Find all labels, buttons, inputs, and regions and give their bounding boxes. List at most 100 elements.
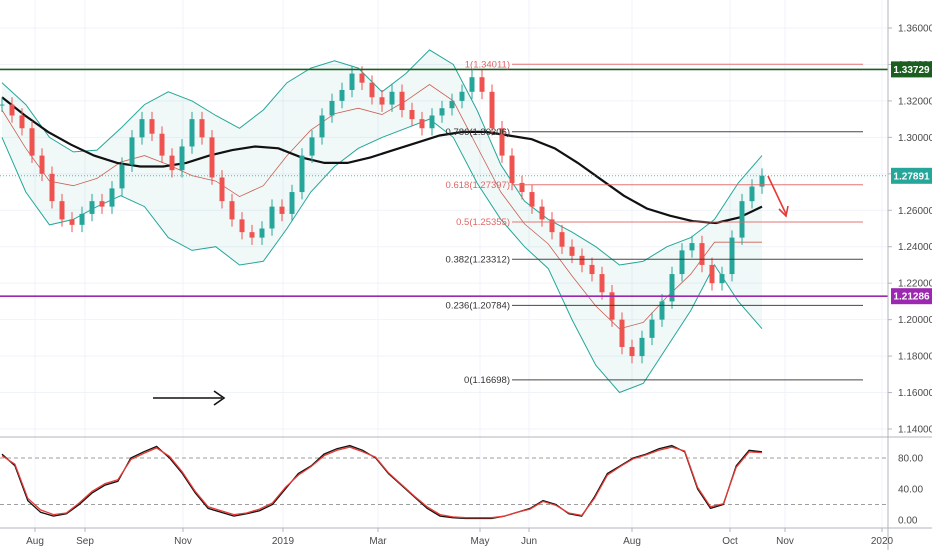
bollinger-lower-line (1, 118, 763, 394)
x-tick-label: 2020 (871, 536, 894, 547)
candle-body (609, 292, 615, 320)
candle-body (249, 232, 255, 238)
candle-body (579, 255, 585, 265)
candle-body (459, 91, 465, 101)
osc-tick-label: 40.00 (898, 485, 923, 496)
x-tick-label: Nov (174, 536, 192, 547)
osc-tick-label: 0.00 (898, 516, 918, 527)
candle-body (429, 115, 435, 129)
candle-body (279, 206, 285, 214)
candle-body (369, 82, 375, 98)
candle-body (49, 173, 55, 202)
fib-level-label: 0.382(1.23312) (446, 254, 510, 265)
fib-level-label: 0.236(1.20784) (446, 300, 510, 311)
x-tick-label: Sep (76, 536, 94, 547)
horizontal-lines-layer (0, 68, 888, 297)
fib-level-label: 0.5(1.25355) (456, 217, 510, 228)
candle-body (759, 175, 765, 187)
y-tick-label: 1.26000 (898, 206, 932, 217)
y-tick-label: 1.24000 (898, 242, 932, 253)
x-tick-label: Oct (722, 536, 738, 547)
candle-body (519, 182, 525, 193)
candle-body (439, 108, 445, 116)
candle-body (299, 155, 305, 193)
grid-layer (0, 0, 888, 528)
stoch-d-line (1, 446, 763, 519)
y-tick-label: 1.22000 (898, 279, 932, 290)
candle-body (159, 133, 165, 156)
candle-body (709, 264, 715, 284)
candle-body (189, 119, 195, 147)
candle-body (79, 213, 85, 225)
candle-body (739, 201, 745, 238)
candle-body (449, 100, 455, 109)
candle-body (649, 319, 655, 338)
candle-body (9, 104, 15, 116)
y-tick-label: 1.20000 (898, 315, 932, 326)
candle-body (199, 119, 205, 138)
candle-body (269, 206, 275, 229)
x-tick-label: Nov (776, 536, 794, 547)
candle-body (119, 164, 125, 189)
y-tick-label: 1.14000 (898, 425, 932, 436)
candle-body (539, 206, 545, 220)
candle-body (0, 104, 5, 106)
candle-body (639, 337, 645, 357)
price-tag-label: 1.27891 (893, 171, 930, 182)
candle-layer (0, 66, 765, 364)
candle-body (169, 155, 175, 171)
candle-body (229, 201, 235, 220)
moving-average-line (1, 96, 763, 225)
candle-body (469, 77, 475, 92)
x-tick-label: Aug (623, 536, 641, 547)
candle-body (259, 228, 265, 238)
osc-tick-label: 80.00 (898, 454, 923, 465)
x-tick-label: Mar (369, 536, 387, 547)
drawing-arrows-layer (153, 175, 789, 406)
candle-body (319, 115, 325, 138)
candle-body (359, 73, 365, 83)
x-tick-label: Aug (26, 536, 44, 547)
candle-body (109, 188, 115, 207)
candle-body (629, 346, 635, 357)
y-tick-label: 1.36000 (898, 24, 932, 35)
candle-body (139, 119, 145, 138)
x-tick-label: Jun (521, 536, 537, 547)
candle-body (89, 201, 95, 214)
candle-body (19, 115, 25, 129)
price-tag-label: 1.33729 (893, 65, 930, 76)
price-tag-bg (891, 288, 932, 305)
candle-body (39, 155, 45, 174)
candle-body (499, 128, 505, 156)
candle-body (669, 274, 675, 302)
fib-level-label: 1(1.34011) (465, 59, 510, 70)
candle-body (329, 100, 335, 116)
candle-body (419, 119, 425, 129)
fibonacci-layer: 1(1.34011) 0.786(1.30306) 0.618(1.27397) 0.… (446, 59, 863, 386)
candle-body (399, 91, 405, 111)
fib-level-label: 0(1.16698) (464, 375, 510, 386)
candle-body (149, 119, 155, 134)
candle-body (509, 155, 515, 183)
candle-body (239, 219, 245, 233)
candle-body (549, 219, 555, 233)
candle-body (489, 91, 495, 129)
red-arrow-head (778, 205, 789, 218)
candle-body (379, 97, 385, 105)
black-arrow-head (213, 390, 226, 406)
x-tick-label: 2019 (272, 536, 295, 547)
candle-body (129, 137, 135, 165)
candle-body (289, 192, 295, 214)
candle-body (209, 137, 215, 178)
candle-body (619, 319, 625, 347)
price-tag-bg (891, 61, 932, 78)
candle-body (339, 89, 345, 101)
candle-body (679, 250, 685, 275)
candle-body (689, 243, 695, 251)
candle-body (59, 201, 65, 220)
x-tick-label: May (471, 536, 490, 547)
